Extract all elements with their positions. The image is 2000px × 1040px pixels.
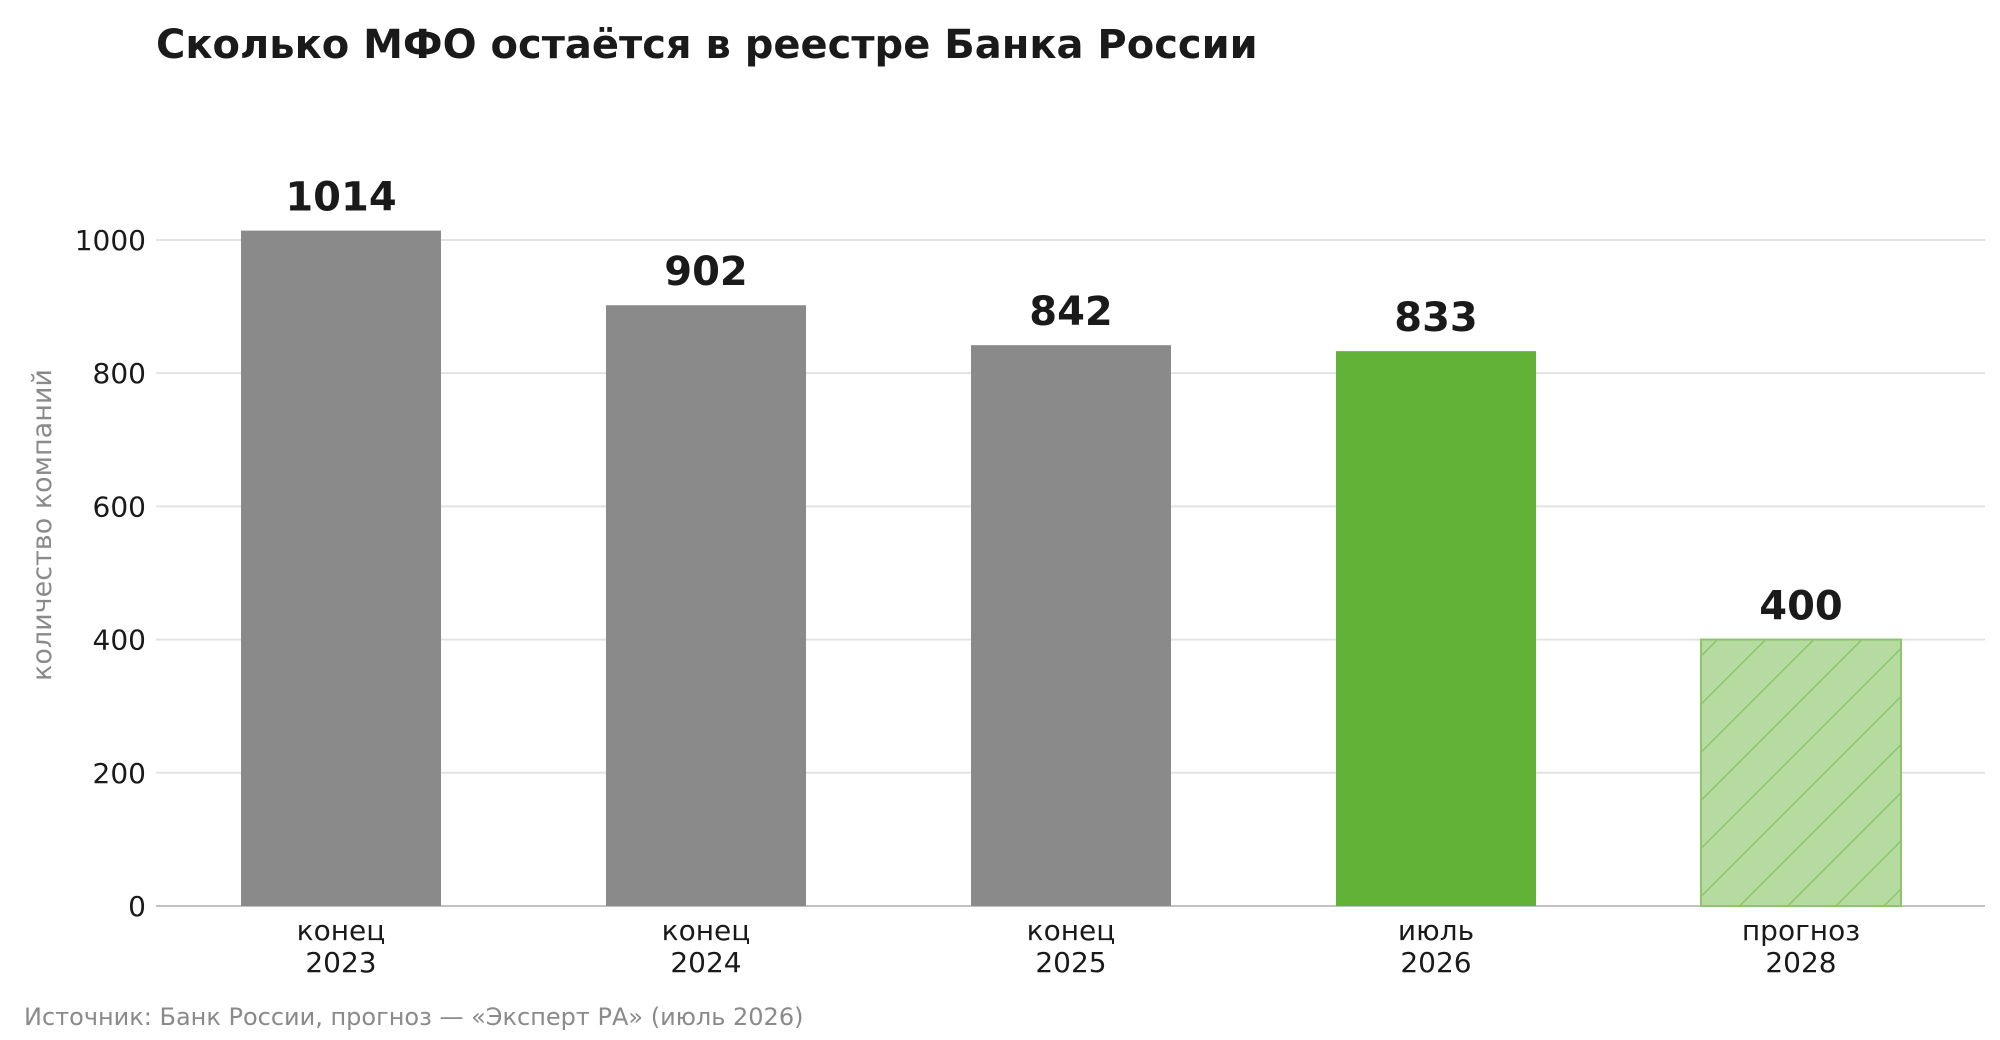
x-tick-label: 2023 (305, 946, 376, 979)
x-tick-label: 2025 (1035, 946, 1106, 979)
x-tick-label: июль (1398, 914, 1474, 947)
bar-value-label: 842 (1029, 289, 1113, 335)
bar-forecast (1700, 638, 1902, 908)
x-tick-label: 2026 (1400, 946, 1471, 979)
x-tick-label: конец (1027, 914, 1116, 947)
bars (241, 230, 1902, 908)
x-tick-label: 2028 (1765, 946, 1836, 979)
x-tick-label: 2024 (670, 946, 741, 979)
y-tick-label: 600 (93, 490, 146, 523)
y-tick-label: 400 (93, 624, 146, 657)
y-tick-label: 800 (93, 357, 146, 390)
y-axis-label: количество компаний (27, 369, 58, 681)
chart-title: Сколько МФО остаётся в реестре Банка Рос… (156, 22, 1258, 68)
x-tick-label: конец (662, 914, 751, 947)
bar-historical (241, 230, 441, 906)
x-tick-label: прогноз (1742, 914, 1860, 947)
axis-ticks: 02004006008001000конец2023конец2024конец… (75, 224, 1860, 979)
bar-value-label: 1014 (285, 175, 396, 221)
bar-value-label: 833 (1394, 295, 1478, 341)
x-tick-label: конец (297, 914, 386, 947)
y-tick-label: 200 (93, 757, 146, 790)
source-note: Источник: Банк России, прогноз — «Экспер… (24, 1003, 804, 1031)
bar-value-label: 902 (664, 249, 748, 295)
bar-historical (971, 345, 1171, 906)
y-tick-label: 0 (128, 890, 146, 923)
value-labels: 1014 902 842 833 400 (285, 175, 1842, 630)
bar-current (1336, 351, 1536, 906)
bar-value-label: 400 (1759, 584, 1843, 630)
bar-historical (606, 305, 806, 906)
y-tick-label: 1000 (75, 224, 146, 257)
